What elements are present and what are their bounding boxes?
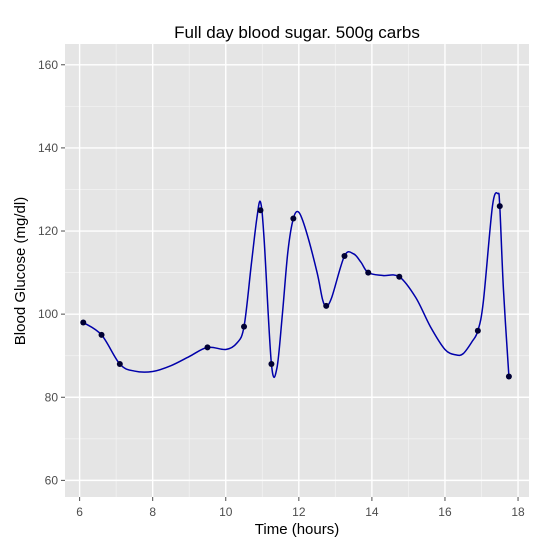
glucose-smooth-line xyxy=(82,192,510,379)
x-tick-label: 16 xyxy=(438,505,452,519)
y-tick-label: 100 xyxy=(38,307,58,321)
glucose-data-point xyxy=(241,323,248,330)
x-tick-label: 18 xyxy=(511,505,525,519)
glucose-data-point xyxy=(396,273,403,280)
x-axis-label: Time (hours) xyxy=(255,521,339,538)
minor-gridlines xyxy=(65,44,529,497)
x-tick-label: 14 xyxy=(365,505,379,519)
glucose-data-point xyxy=(323,302,330,309)
glucose-data-point xyxy=(341,252,348,259)
x-axis-ticks: 6 8 10 12 14 16 18 xyxy=(76,497,525,519)
curve-layer xyxy=(82,192,510,379)
glucose-data-point xyxy=(365,269,372,276)
x-tick-label: 6 xyxy=(76,505,83,519)
y-axis-label: Blood Glucose (mg/dl) xyxy=(12,197,29,345)
x-tick-label: 10 xyxy=(219,505,233,519)
x-tick-label: 12 xyxy=(292,505,306,519)
glucose-data-point xyxy=(98,331,105,338)
glucose-data-point xyxy=(290,215,297,222)
plot-panel xyxy=(65,44,529,497)
x-tick-label: 8 xyxy=(149,505,156,519)
points-layer xyxy=(80,203,512,380)
y-tick-label: 120 xyxy=(38,224,58,238)
glucose-data-point xyxy=(80,319,87,326)
glucose-data-point xyxy=(116,361,123,368)
glucose-data-point xyxy=(474,327,481,334)
y-tick-label: 160 xyxy=(38,58,58,72)
glucose-data-point xyxy=(496,203,503,210)
y-tick-label: 60 xyxy=(45,473,59,487)
glucose-data-point xyxy=(505,373,512,380)
y-tick-label: 140 xyxy=(38,141,58,155)
chart-title: Full day blood sugar. 500g carbs xyxy=(174,23,420,42)
major-gridlines xyxy=(65,44,529,497)
glucose-data-point xyxy=(268,361,275,368)
y-axis-ticks: 60 80 100 120 140 160 xyxy=(38,58,65,487)
y-tick-label: 80 xyxy=(45,390,59,404)
glucose-data-point xyxy=(204,344,211,351)
glucose-data-point xyxy=(257,207,264,214)
